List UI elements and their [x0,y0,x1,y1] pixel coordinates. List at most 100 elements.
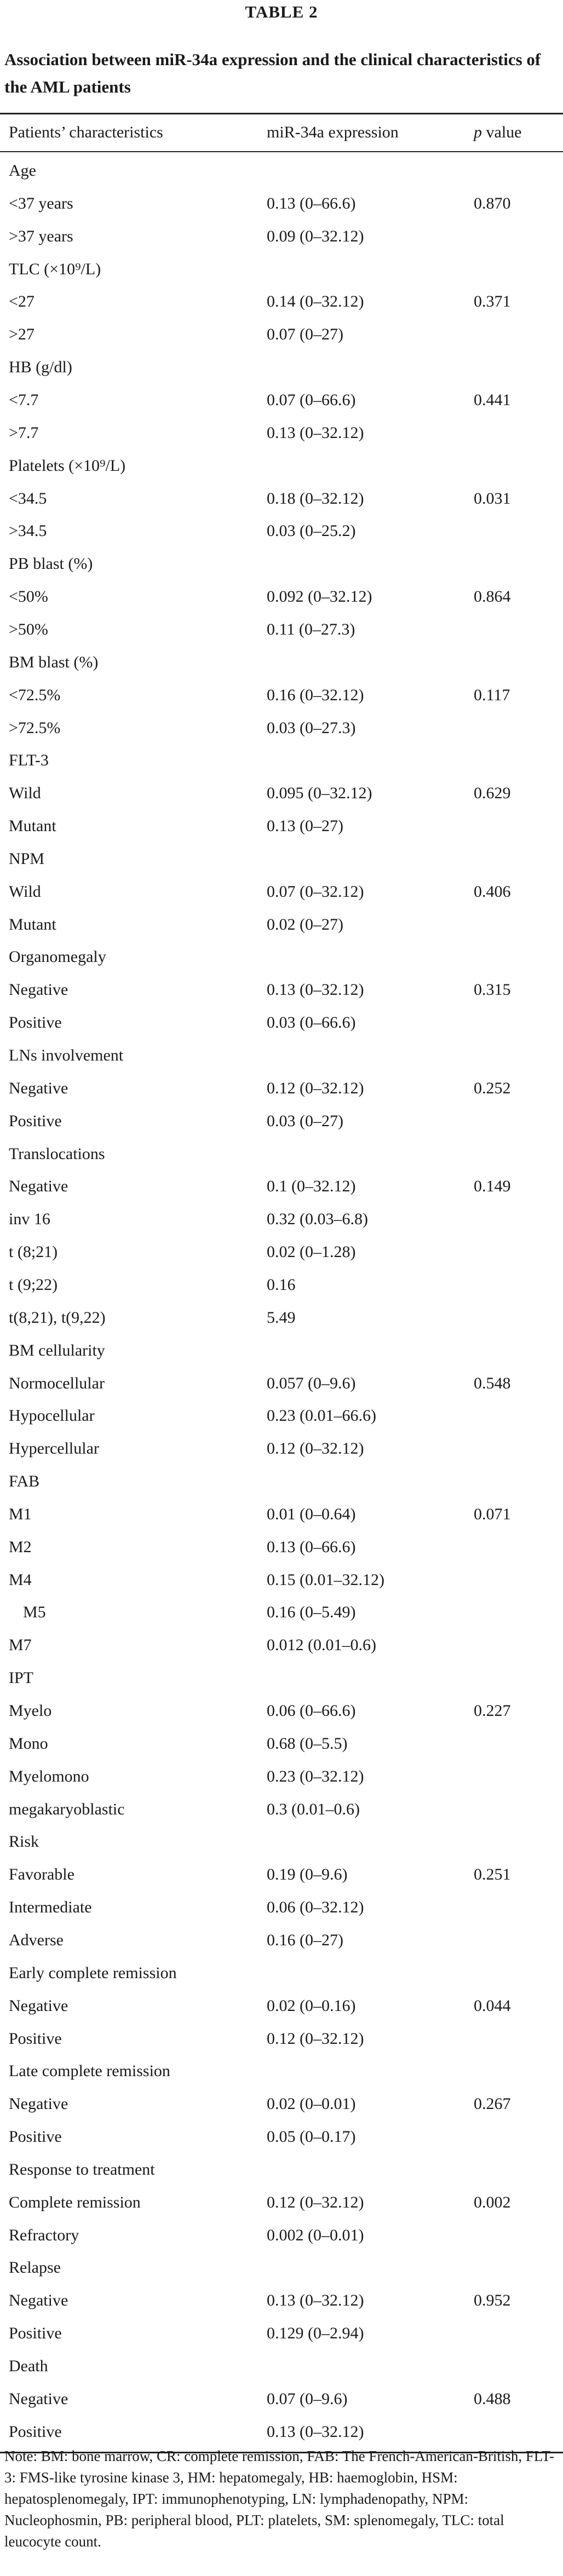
row-expression: 0.03 (0–66.6) [267,1013,356,1032]
table-row: Wild 0.07 (0–32.12) 0.406 [0,875,563,908]
row-characteristic: LNs involvement [9,1046,124,1064]
row-expression: 0.129 (0–2.94) [267,2324,364,2343]
table-row: inv 16 0.32 (0.03–6.8) [0,1203,563,1236]
row-characteristic: Adverse [9,1930,64,1949]
table-row: >27 0.07 (0–27) [0,318,563,351]
row-expression: 0.02 (0–0.01) [267,2095,356,2113]
header-p-rest: value [482,123,522,141]
row-characteristic: Late complete remission [9,2062,170,2081]
row-characteristic: Positive [9,2422,62,2441]
row-characteristic: M5 [23,1603,46,1622]
row-expression: 0.13 (0–32.12) [267,2422,364,2441]
row-characteristic: M1 [9,1505,32,1523]
row-characteristic: <50% [9,587,48,606]
row-characteristic: Early complete remission [9,1963,177,1982]
row-characteristic: <72.5% [9,685,61,704]
table-row: Adverse 0.16 (0–27) [0,1924,563,1957]
table-row: <37 years 0.13 (0–66.6) 0.870 [0,187,563,220]
row-characteristic: Refractory [9,2226,79,2244]
table-row: Intermediate 0.06 (0–32.12) [0,1891,563,1924]
table-row: Age [0,154,563,187]
row-characteristic: >34.5 [9,522,47,540]
table-row: M2 0.13 (0–66.6) [0,1531,563,1564]
table-row: Response to treatment [0,2153,563,2186]
row-p-value: 0.548 [474,1374,511,1392]
table-row: <34.5 0.18 (0–32.12) 0.031 [0,482,563,515]
row-characteristic: Hypocellular [9,1407,95,1425]
row-characteristic: Negative [9,981,68,999]
row-expression: 5.49 [267,1308,296,1327]
row-characteristic: M7 [9,1636,32,1655]
row-characteristic: t (9;22) [9,1275,58,1294]
row-characteristic: <27 [9,292,35,311]
table-row: >34.5 0.03 (0–25.2) [0,515,563,548]
row-expression: 0.13 (0–32.12) [267,2291,364,2310]
table-row: <7.7 0.07 (0–66.6) 0.441 [0,384,563,417]
row-characteristic: megakaryoblastic [9,1800,125,1818]
row-expression: 0.16 (0–5.49) [267,1603,356,1622]
table-row: Positive 0.129 (0–2.94) [0,2317,563,2350]
row-characteristic: Age [9,162,36,180]
row-expression: 0.15 (0.01–32.12) [267,1570,384,1589]
table-row: t (9;22) 0.16 [0,1269,563,1301]
row-p-value: 0.031 [474,489,511,508]
row-expression: 0.16 (0–27) [267,1930,343,1949]
row-characteristic: Myelomono [9,1767,89,1785]
table-row: BM cellularity [0,1334,563,1367]
table-row: M5 0.16 (0–5.49) [0,1596,563,1629]
table-row: <27 0.14 (0–32.12) 0.371 [0,285,563,318]
row-p-value: 0.227 [474,1702,511,1720]
row-p-value: 0.002 [474,2193,511,2211]
row-characteristic: TLC (×10⁹/L) [9,260,101,278]
row-characteristic: Relapse [9,2258,61,2277]
row-p-value: 0.864 [474,587,511,606]
table-row: PB blast (%) [0,548,563,580]
table-row: Myelo 0.06 (0–66.6) 0.227 [0,1695,563,1727]
row-characteristic: M2 [9,1537,32,1556]
row-p-value: 0.488 [474,2389,511,2408]
bottom-rule [0,2452,563,2453]
top-rule [0,113,563,114]
row-characteristic: Positive [9,2324,62,2343]
table-row: Early complete remission [0,1957,563,1990]
row-characteristic: >72.5% [9,718,61,737]
row-characteristic: M4 [9,1570,32,1589]
table-row: Wild 0.095 (0–32.12) 0.629 [0,777,563,810]
row-expression: 0.02 (0–0.16) [267,1996,356,2015]
row-expression: 0.01 (0–0.64) [267,1505,356,1523]
row-expression: 0.13 (0–66.6) [267,1537,356,1556]
row-characteristic: Positive [9,2029,62,2048]
row-characteristic: Myelo [9,1702,52,1720]
row-expression: 0.14 (0–32.12) [267,292,364,311]
row-characteristic: IPT [9,1669,33,1687]
row-characteristic: Death [9,2357,48,2375]
table-row: >72.5% 0.03 (0–27.3) [0,712,563,745]
row-expression: 0.68 (0–5.5) [267,1734,348,1753]
row-expression: 0.18 (0–32.12) [267,489,364,508]
table-row: Negative 0.07 (0–9.6) 0.488 [0,2383,563,2416]
row-expression: 0.13 (0–32.12) [267,423,364,442]
table-row: NPM [0,843,563,875]
table-row: Refractory 0.002 (0–0.01) [0,2219,563,2252]
table-row: Negative 0.1 (0–32.12) 0.149 [0,1170,563,1203]
row-characteristic: Mono [9,1734,48,1753]
row-expression: 0.002 (0–0.01) [267,2226,364,2244]
row-expression: 0.092 (0–32.12) [267,587,372,606]
table-row: Late complete remission [0,2055,563,2088]
row-characteristic: Negative [9,1996,68,2015]
table-row: Negative 0.02 (0–0.01) 0.267 [0,2088,563,2120]
row-characteristic: HB (g/dl) [9,358,72,377]
row-expression: 0.32 (0.03–6.8) [267,1210,368,1229]
row-characteristic: Negative [9,1177,68,1196]
table-row: M7 0.012 (0.01–0.6) [0,1629,563,1662]
table-caption: Association between miR-34a expression a… [4,50,541,96]
row-expression: 0.23 (0–32.12) [267,1767,364,1785]
row-characteristic: Mutant [9,915,56,933]
row-expression: 0.02 (0–1.28) [267,1243,356,1261]
row-expression: 0.13 (0–32.12) [267,981,364,999]
row-expression: 0.12 (0–32.12) [267,1439,364,1458]
table-row: IPT [0,1662,563,1695]
row-expression: 0.07 (0–27) [267,325,343,344]
row-characteristic: Wild [9,784,41,803]
